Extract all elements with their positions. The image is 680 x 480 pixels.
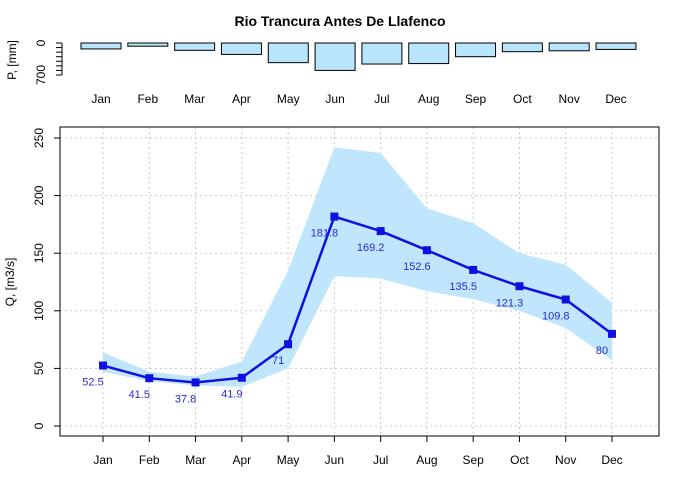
top-x-tick-label: Apr: [232, 92, 251, 106]
discharge-point-apr: [237, 373, 246, 382]
discharge-point-nov: [561, 295, 570, 304]
top-x-tick-label: Jan: [91, 92, 110, 106]
discharge-point-aug: [422, 246, 431, 255]
discharge-value-label-may: 71: [272, 355, 284, 367]
top-x-tick-label: Jun: [325, 92, 344, 106]
discharge-value-label-mar: 37.8: [175, 393, 196, 405]
top-x-tick-label: Dec: [605, 92, 626, 106]
top-x-tick-label: Aug: [418, 92, 439, 106]
top-x-tick-label: Jul: [374, 92, 389, 106]
chart-title: Rio Trancura Antes De Llafenco: [234, 13, 445, 29]
y-axis-title: Q, [m3/s]: [3, 258, 17, 307]
precip-bar-nov: [548, 42, 590, 52]
precip-bar-dec: [595, 42, 637, 50]
precip-bar-feb: [127, 42, 169, 47]
top-y-axis-title: P, [mm]: [5, 40, 19, 80]
x-tick-label: Mar: [185, 453, 206, 467]
x-tick-label: Nov: [555, 453, 576, 467]
top-x-tick-label: Sep: [465, 92, 487, 106]
top-x-tick-label: May: [277, 92, 300, 106]
y-tick-label: 50: [32, 361, 46, 375]
discharge-point-may: [284, 340, 293, 349]
precip-bar-jun: [314, 42, 356, 71]
y-tick-label: 0: [32, 422, 46, 429]
x-tick-label: Feb: [139, 453, 160, 467]
discharge-value-label-nov: 109.8: [542, 311, 570, 323]
discharge-value-label-sep: 135.5: [449, 281, 477, 293]
discharge-point-mar: [191, 378, 200, 387]
discharge-line: [102, 215, 613, 384]
top-x-tick-label: Oct: [513, 92, 532, 106]
discharge-point-sep: [469, 265, 478, 274]
x-tick-label: Jun: [325, 453, 344, 467]
discharge-point-jul: [376, 227, 385, 236]
x-tick-label: May: [277, 453, 300, 467]
discharge-value-label-dec: 80: [596, 345, 608, 357]
top-x-tick-label: Feb: [137, 92, 158, 106]
top-x-tick-label: Mar: [184, 92, 205, 106]
x-tick-label: Apr: [232, 453, 251, 467]
y-tick-label: 100: [32, 300, 46, 320]
y-tick-label: 200: [32, 185, 46, 205]
discharge-value-label-jul: 169.2: [357, 242, 385, 254]
precip-bar-mar: [174, 42, 216, 51]
precip-bar-may: [267, 42, 309, 64]
x-tick-label: Sep: [463, 453, 485, 467]
discharge-point-oct: [515, 282, 524, 291]
precip-bar-aug: [408, 42, 450, 65]
discharge-range-band: [103, 147, 612, 387]
x-tick-label: Oct: [510, 453, 529, 467]
discharge-point-dec: [608, 329, 616, 338]
discharge-value-label-feb: 41.5: [129, 389, 150, 401]
y-tick-label: 150: [32, 243, 46, 263]
discharge-point-jun: [330, 212, 339, 221]
precip-bar-jan: [80, 42, 122, 50]
x-tick-label: Jul: [373, 453, 388, 467]
precip-bar-apr: [220, 42, 262, 55]
x-tick-label: Jan: [93, 453, 112, 467]
plot-frame: [59, 126, 660, 437]
discharge-value-label-aug: 152.6: [403, 261, 431, 273]
discharge-value-label-apr: 41.9: [221, 389, 242, 401]
discharge-point-feb: [145, 374, 154, 383]
y-tick-label: 250: [32, 128, 46, 148]
discharge-value-label-jun: 181.8: [311, 228, 339, 240]
precip-bar-oct: [501, 42, 543, 53]
precip-bar-jul: [361, 42, 403, 65]
top-y-tick-label: 700: [34, 65, 48, 85]
discharge-point-jan: [99, 361, 107, 370]
x-tick-label: Dec: [601, 453, 622, 467]
discharge-value-label-jan: 52.5: [82, 377, 103, 389]
top-y-tick-label: 0: [34, 39, 48, 46]
precip-bar-sep: [455, 42, 497, 58]
top-x-tick-label: Nov: [559, 92, 580, 106]
x-tick-label: Aug: [416, 453, 437, 467]
discharge-value-label-oct: 121.3: [496, 297, 524, 309]
